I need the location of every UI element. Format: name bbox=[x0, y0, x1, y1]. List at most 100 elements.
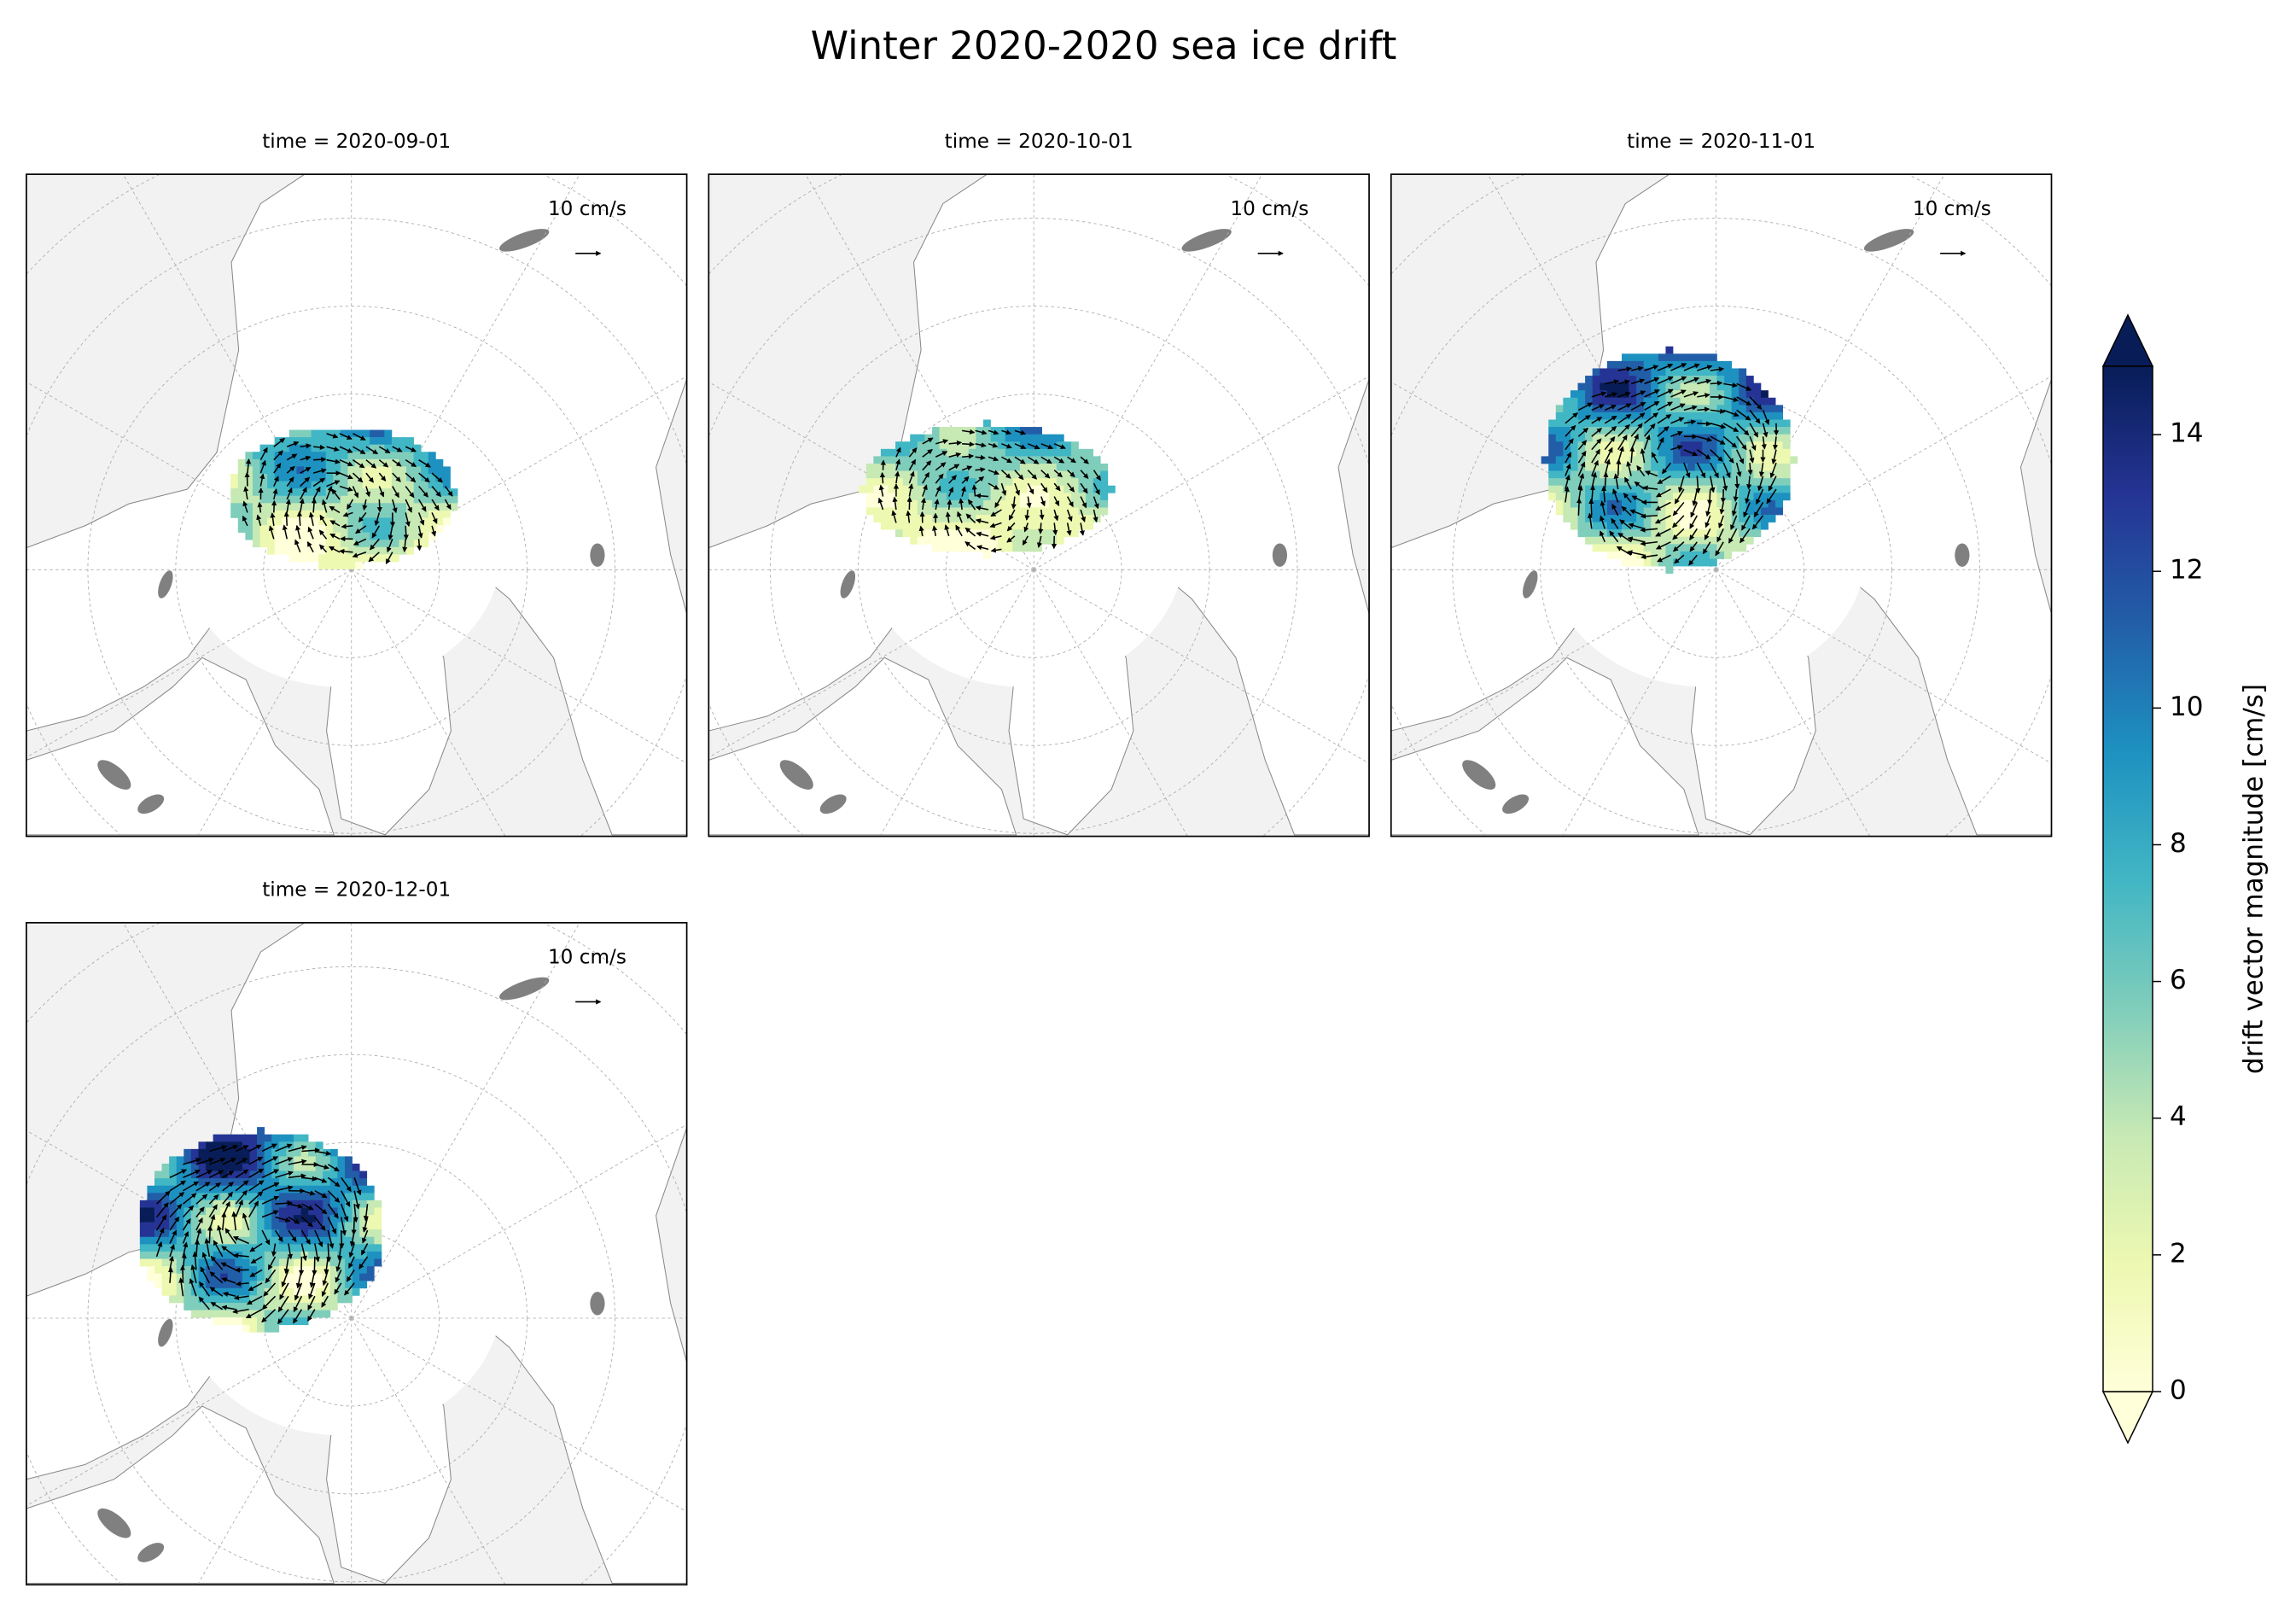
drift-arrow bbox=[1604, 436, 1616, 451]
ice-cell bbox=[961, 485, 970, 493]
ice-cell bbox=[1753, 441, 1762, 450]
drift-arrow bbox=[1040, 456, 1052, 464]
ice-cell bbox=[931, 434, 940, 442]
ice-cell bbox=[296, 532, 305, 540]
graticule bbox=[351, 1317, 687, 1513]
drift-arrow bbox=[922, 460, 932, 471]
ice-cell bbox=[1680, 558, 1688, 567]
ice-cell bbox=[1709, 382, 1717, 391]
ice-cell bbox=[190, 1148, 199, 1157]
ice-cell bbox=[968, 456, 976, 464]
ice-cell bbox=[1049, 478, 1058, 487]
drift-arrow bbox=[392, 499, 398, 514]
ice-cell bbox=[213, 1148, 221, 1157]
ice-cell bbox=[1548, 448, 1557, 457]
drift-arrow bbox=[1692, 488, 1699, 506]
drift-arrow bbox=[353, 538, 367, 546]
ice-cell bbox=[293, 1222, 301, 1230]
ice-cell bbox=[329, 1266, 338, 1275]
drift-arrow bbox=[1749, 396, 1763, 410]
ice-cell bbox=[1027, 493, 1035, 501]
ice-cell bbox=[1563, 507, 1571, 516]
lake bbox=[1523, 570, 1538, 598]
ice-cell bbox=[325, 458, 334, 467]
ice-cell bbox=[318, 495, 327, 504]
ice-cell bbox=[308, 1258, 317, 1267]
ice-cell bbox=[227, 1281, 236, 1289]
drift-arrow bbox=[1749, 449, 1755, 464]
ice-cell bbox=[370, 429, 378, 438]
ice-cell bbox=[198, 1148, 207, 1157]
drift-arrow bbox=[223, 1291, 236, 1298]
ice-cell bbox=[252, 495, 260, 504]
ice-cell bbox=[1012, 470, 1021, 479]
ice-cell bbox=[1665, 427, 1674, 435]
ice-cell bbox=[303, 473, 312, 482]
ice-cell bbox=[271, 1215, 280, 1223]
ice-cell bbox=[1606, 368, 1615, 376]
lake bbox=[819, 794, 847, 814]
drift-arrow bbox=[248, 1282, 263, 1292]
drift-arrow bbox=[1576, 498, 1582, 516]
ice-cell bbox=[1651, 463, 1659, 471]
drift-arrow bbox=[300, 467, 312, 474]
drift-arrow bbox=[1024, 509, 1030, 521]
ice-cell bbox=[366, 1273, 375, 1281]
drift-arrow bbox=[300, 1217, 313, 1228]
ice-cell bbox=[288, 503, 297, 511]
ice-cell bbox=[242, 1244, 250, 1252]
ice-cell bbox=[340, 481, 348, 489]
drift-arrow bbox=[209, 1271, 224, 1284]
ice-cell bbox=[450, 495, 458, 504]
ice-cell bbox=[1665, 448, 1674, 457]
ice-cell bbox=[924, 493, 933, 501]
ice-cell bbox=[1606, 499, 1615, 508]
ice-cell bbox=[947, 441, 955, 450]
ice-cell bbox=[1724, 529, 1732, 538]
drift-arrow bbox=[1743, 502, 1751, 518]
drift-arrow bbox=[314, 1176, 328, 1183]
ice-cell bbox=[300, 1258, 309, 1267]
ice-cell bbox=[293, 1164, 301, 1171]
ice-cell bbox=[1753, 390, 1762, 399]
ice-cell bbox=[1585, 478, 1594, 487]
ice-cell bbox=[888, 493, 896, 501]
drift-arrow bbox=[360, 1243, 369, 1256]
ice-cell bbox=[1694, 529, 1703, 538]
ice-cell bbox=[345, 1170, 353, 1179]
ice-cell bbox=[888, 522, 896, 530]
ice-cell bbox=[1782, 456, 1791, 464]
drift-arrow bbox=[1735, 462, 1742, 477]
ice-cell bbox=[865, 463, 874, 471]
drift-arrow bbox=[249, 1242, 263, 1252]
ice-cell bbox=[257, 1281, 265, 1289]
ice-cell bbox=[998, 529, 1006, 538]
ice-cell bbox=[345, 1156, 353, 1164]
ice-cell bbox=[139, 1251, 148, 1259]
graticule bbox=[1487, 174, 1717, 570]
ice-cell bbox=[252, 488, 260, 497]
drift-arrow bbox=[279, 1282, 289, 1300]
drift-arrow bbox=[344, 1282, 355, 1296]
ice-cell bbox=[1643, 551, 1652, 559]
drift-arrow bbox=[156, 1190, 171, 1205]
drift-arrow bbox=[155, 1241, 163, 1258]
ice-cell bbox=[1034, 485, 1042, 493]
ice-cell bbox=[1093, 507, 1101, 516]
drift-arrow bbox=[1710, 380, 1723, 386]
ice-cell bbox=[271, 1295, 280, 1304]
drift-arrow bbox=[301, 1190, 316, 1196]
ice-cell bbox=[359, 1207, 368, 1216]
ice-cell bbox=[1548, 470, 1557, 479]
ice-cell bbox=[257, 1324, 265, 1333]
ice-cell bbox=[237, 466, 246, 475]
ice-cell bbox=[237, 503, 246, 511]
ice-cell bbox=[311, 510, 319, 518]
ice-cell bbox=[1782, 485, 1791, 493]
ice-cell bbox=[1702, 353, 1710, 362]
ice-cell bbox=[1731, 419, 1739, 428]
ice-cell bbox=[968, 463, 976, 471]
ice-cell bbox=[370, 546, 378, 555]
ice-cell bbox=[1680, 412, 1688, 420]
ice-cell bbox=[1643, 536, 1652, 545]
